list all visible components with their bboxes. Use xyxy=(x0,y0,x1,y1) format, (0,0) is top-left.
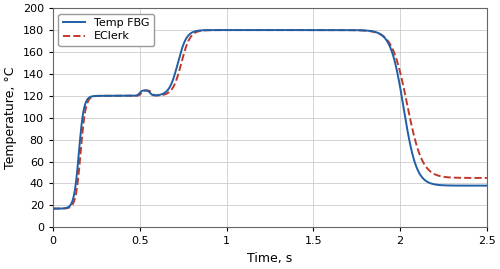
EClerk xyxy=(50,207,56,210)
Temp FBG xyxy=(207,29,213,32)
EClerk xyxy=(326,29,332,32)
Temp FBG xyxy=(484,184,490,187)
Temp FBG xyxy=(307,29,313,32)
Temp FBG xyxy=(72,190,78,193)
EClerk xyxy=(72,198,78,201)
Line: Temp FBG: Temp FBG xyxy=(53,30,487,209)
Y-axis label: Temperature, °C: Temperature, °C xyxy=(4,66,17,169)
Temp FBG xyxy=(326,29,332,32)
Temp FBG xyxy=(372,30,378,33)
Temp FBG xyxy=(50,207,56,210)
X-axis label: Time, s: Time, s xyxy=(248,252,292,265)
EClerk xyxy=(260,29,266,32)
Temp FBG xyxy=(395,74,401,77)
EClerk xyxy=(307,29,313,32)
Line: EClerk: EClerk xyxy=(53,30,487,209)
EClerk xyxy=(207,29,213,32)
Temp FBG xyxy=(264,29,270,32)
EClerk xyxy=(372,30,378,34)
EClerk xyxy=(484,176,490,180)
EClerk xyxy=(395,62,401,65)
Legend: Temp FBG, EClerk: Temp FBG, EClerk xyxy=(58,14,154,46)
